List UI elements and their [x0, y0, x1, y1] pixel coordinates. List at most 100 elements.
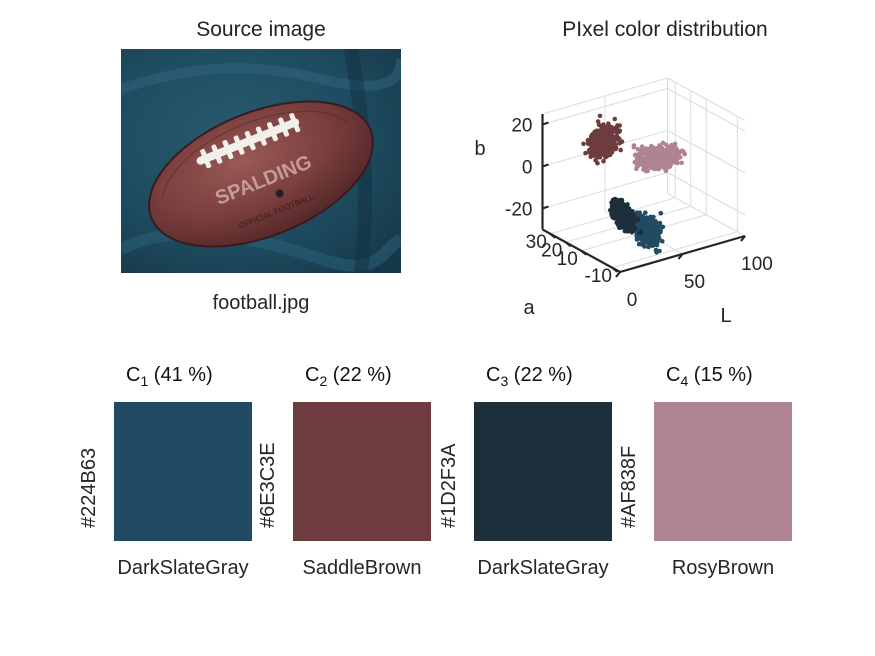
scatter-point [618, 147, 623, 153]
scatter-point [637, 162, 643, 167]
scatter-point [608, 145, 613, 150]
scatter-point [673, 147, 679, 153]
scatter-point [660, 152, 665, 157]
y-axis-label: a [523, 297, 535, 319]
scatter-point [593, 136, 599, 142]
scatter-point [616, 129, 622, 135]
scatter-point [618, 213, 624, 218]
scatter-point [641, 219, 646, 225]
z-axis-label: b [474, 138, 486, 160]
color-swatch [293, 402, 431, 541]
scatter-point [635, 217, 641, 223]
x-tick [615, 271, 621, 278]
scatter-point [642, 244, 647, 249]
y-tick [565, 241, 572, 248]
scatter-point [613, 145, 619, 151]
scatter-point [664, 143, 670, 149]
grid-line [667, 77, 746, 121]
y-tick [580, 249, 587, 256]
color-swatch [474, 402, 612, 541]
scatter-point [639, 153, 644, 159]
scatter-point [606, 121, 611, 126]
scatter-point [631, 143, 637, 148]
scatter-point [583, 150, 588, 156]
color-swatch [114, 402, 252, 541]
scatter-point [635, 146, 641, 152]
scatter-point [649, 215, 655, 220]
y-tick-label: -10 [585, 266, 612, 287]
football-source-image: SPALDING OFFICIAL FOOTBALL [121, 49, 401, 273]
scatter-point [601, 122, 606, 127]
color-name-label: DarkSlateGray [477, 557, 609, 579]
scatter-point [655, 231, 660, 237]
scatter-point [679, 160, 684, 166]
scatter-point [656, 166, 661, 171]
chart-title: PIxel color distribution [562, 18, 768, 41]
scatter-point [613, 201, 618, 206]
scatter-point [611, 135, 616, 140]
scatter-point [600, 126, 605, 131]
color-name-label: RosyBrown [671, 557, 775, 579]
cluster-title: C4 (15 %) [666, 364, 753, 389]
hex-code-label: #6E3C3E [257, 442, 279, 528]
scatter-point [634, 210, 640, 215]
scatter-point [655, 153, 661, 159]
scatter-point [619, 218, 624, 223]
scatter-point [603, 147, 609, 153]
scatter-point [666, 148, 671, 154]
scatter-point [644, 234, 650, 239]
scatter-point [601, 152, 607, 157]
scatter-point [597, 113, 603, 119]
source-image-title: Source image [196, 18, 326, 41]
scatter-point [651, 228, 656, 234]
color-swatch [654, 402, 792, 541]
scatter-point [611, 140, 617, 146]
z-tick [542, 163, 549, 168]
z-tick-label: 20 [511, 116, 532, 137]
scatter-point [649, 224, 655, 229]
scatter-point [615, 123, 620, 128]
x-tick [677, 253, 684, 260]
scatter-point [640, 237, 646, 242]
scatter-point [617, 140, 622, 146]
scatter-point [624, 221, 629, 226]
scatter-point [666, 160, 672, 165]
x-tick-label: 50 [684, 272, 705, 293]
x-tick-label: 100 [741, 254, 773, 275]
y-tick [611, 266, 618, 273]
y-tick-label: 20 [541, 240, 562, 261]
scatter-point [638, 157, 643, 162]
scatter-point [617, 225, 622, 231]
x-tick [740, 235, 746, 242]
y-tick-label: 30 [526, 232, 547, 253]
scatter-point [604, 141, 609, 146]
scatter-point [654, 250, 659, 255]
scatter-point [675, 153, 680, 159]
scatter-point [658, 148, 663, 154]
cluster-title: C3 (22 %) [486, 364, 573, 389]
scatter-point [675, 160, 680, 166]
scatter-point [659, 160, 664, 165]
scatter-point [601, 158, 606, 164]
scatter-point [660, 224, 666, 230]
color-name-label: DarkSlateGray [117, 557, 249, 579]
z-tick [542, 121, 549, 126]
z-tick [542, 205, 549, 210]
scatter-point [644, 158, 649, 163]
scatter-point [657, 222, 662, 227]
scatter-point [609, 200, 614, 205]
hex-code-label: #AF838F [618, 445, 640, 528]
scatter-point [650, 235, 656, 241]
scatter-point [595, 142, 601, 148]
y-tick [549, 232, 556, 239]
scatter-point [637, 230, 643, 236]
scatter-point [650, 218, 655, 224]
scatter-point [616, 136, 622, 141]
scatter-point [625, 202, 630, 207]
scatter-point [597, 155, 603, 160]
scatter-point [643, 146, 649, 151]
scatter-point [616, 200, 622, 205]
scatter-point [595, 160, 600, 166]
scatter-point [643, 210, 648, 215]
scatter-point [607, 128, 612, 133]
